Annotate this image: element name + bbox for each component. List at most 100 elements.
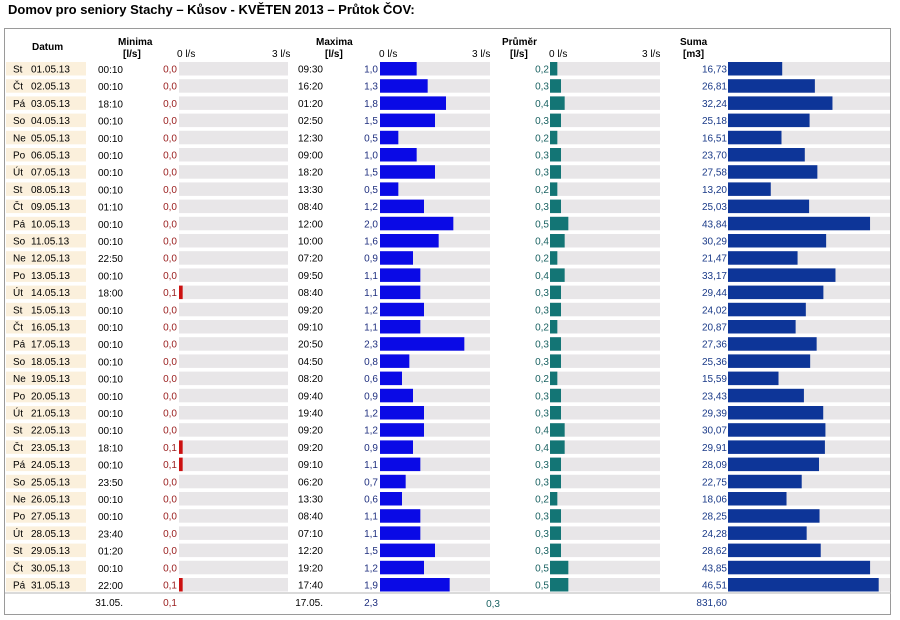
max-bar — [380, 320, 421, 334]
date-cell-bg — [6, 474, 86, 489]
date-label: 07.05.13 — [31, 168, 70, 179]
min-value: 0,0 — [163, 495, 177, 506]
avg-track — [550, 457, 660, 472]
min-track — [179, 560, 288, 575]
day-label: Pá — [13, 99, 26, 110]
avg-track — [550, 474, 660, 489]
day-label: Po — [13, 151, 26, 162]
min-track — [179, 62, 288, 76]
max-bar — [380, 302, 424, 317]
max-track — [380, 474, 490, 489]
max-bar — [380, 354, 410, 368]
sum-value: 29,44 — [702, 288, 727, 299]
date-cell-bg — [6, 492, 86, 506]
date-label: 13.05.13 — [31, 271, 70, 282]
min-track — [179, 182, 288, 196]
date-cell-bg — [6, 457, 86, 472]
avg-bar — [550, 543, 561, 558]
min-value: 0,0 — [163, 254, 177, 265]
day-label: Po — [13, 391, 26, 402]
min-track — [179, 509, 288, 523]
header-date: Datum — [32, 42, 63, 53]
day-label: St — [13, 305, 23, 316]
avg-value: 0,4 — [535, 99, 549, 110]
date-cell-bg — [6, 440, 86, 454]
avg-bar — [550, 578, 569, 592]
day-label: Čt — [13, 80, 23, 93]
avg-bar — [550, 285, 561, 300]
max-bar — [380, 578, 450, 592]
avg-track — [550, 320, 660, 334]
date-cell-bg — [6, 388, 86, 403]
sum-value: 15,59 — [702, 374, 727, 385]
max-time: 09:20 — [298, 443, 323, 454]
min-track — [179, 113, 288, 128]
avg-bar — [550, 165, 561, 179]
date-label: 04.05.13 — [31, 116, 70, 127]
min-time: 00:10 — [98, 564, 123, 575]
max-bar — [380, 234, 439, 248]
min-track — [179, 234, 288, 248]
avg-value: 0,3 — [535, 151, 549, 162]
avg-bar — [550, 130, 558, 145]
sum-bar — [728, 406, 824, 420]
sum-bar — [728, 578, 879, 592]
total-avg-value: 0,3 — [486, 599, 500, 610]
sum-value: 25,03 — [702, 202, 727, 213]
date-cell-bg — [6, 96, 86, 110]
max-value: 1,1 — [364, 288, 378, 299]
sum-bar — [728, 182, 771, 196]
header-avg: Průměr — [502, 36, 537, 48]
avg-track — [550, 354, 660, 368]
max-value: 1,5 — [364, 168, 378, 179]
min-track — [179, 388, 288, 403]
avg-track — [550, 79, 660, 93]
date-label: 25.05.13 — [31, 477, 70, 488]
avg-bar — [550, 302, 561, 317]
min-track — [179, 79, 288, 93]
sum-value: 43,84 — [702, 219, 727, 230]
date-cell-bg — [6, 268, 86, 282]
date-label: 19.05.13 — [31, 374, 70, 385]
avg-bar — [550, 423, 565, 437]
sum-bar — [728, 199, 810, 214]
max-value: 1,2 — [364, 563, 378, 574]
date-cell-bg — [6, 578, 86, 592]
avg-value: 0,4 — [535, 237, 549, 248]
min-time: 00:10 — [98, 134, 123, 145]
min-time: 00:10 — [98, 409, 123, 420]
day-label: Čt — [13, 200, 23, 213]
avg-track — [550, 509, 660, 523]
avg-value: 0,3 — [535, 357, 549, 368]
avg-track — [550, 216, 660, 231]
sum-bar — [728, 251, 798, 265]
min-time: 22:00 — [98, 581, 123, 592]
min-time: 18:00 — [98, 289, 123, 300]
max-time: 01:20 — [298, 99, 323, 110]
date-label: 05.05.13 — [31, 133, 70, 144]
max-value: 0,9 — [364, 443, 378, 454]
max-value: 1,2 — [364, 426, 378, 437]
max-value: 0,7 — [364, 477, 378, 488]
max-bar — [380, 509, 421, 523]
min-time: 22:50 — [98, 254, 123, 265]
min-track — [179, 165, 288, 179]
sum-bar — [728, 457, 820, 472]
total-min-value: 0,1 — [163, 598, 177, 609]
min-time: 01:20 — [98, 547, 123, 558]
avg-track — [550, 406, 660, 420]
max-track — [380, 130, 490, 145]
avg-bar — [550, 182, 558, 196]
avg-bar — [550, 526, 561, 540]
avg-bar — [550, 337, 561, 351]
sum-bar — [728, 371, 779, 386]
max-time: 09:30 — [298, 65, 323, 76]
max-value: 1,0 — [364, 65, 378, 76]
min-value: 0,0 — [163, 168, 177, 179]
date-label: 17.05.13 — [31, 340, 70, 351]
day-label: So — [13, 477, 26, 488]
max-bar — [380, 216, 454, 231]
date-label: 11.05.13 — [31, 237, 70, 248]
avg-value: 0,2 — [535, 495, 549, 506]
